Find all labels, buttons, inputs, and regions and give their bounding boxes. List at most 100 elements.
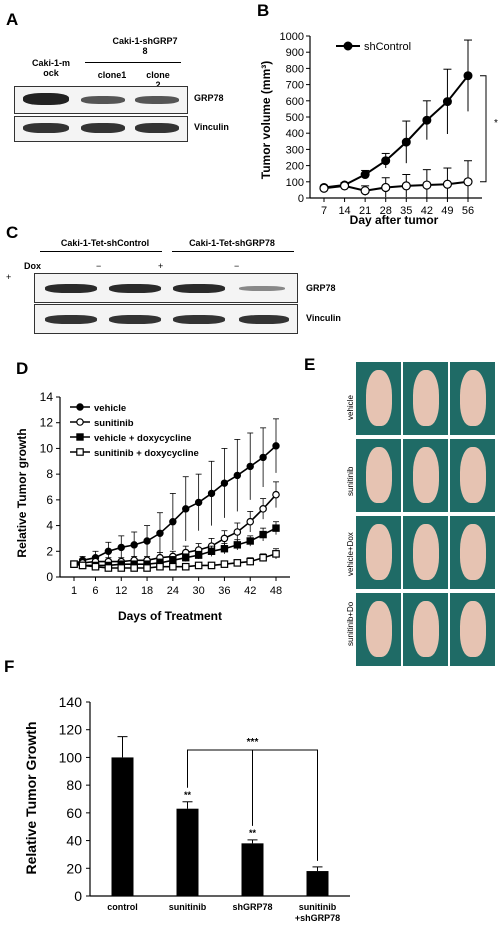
x-tick-label: 42 (421, 205, 433, 217)
data-point (442, 179, 453, 189)
y-tick-label: 14 (40, 390, 54, 404)
lane-label-clone2: clone 2 (146, 70, 170, 90)
data-point (246, 517, 255, 526)
chart-f: Relative Tumor Growth 0 20 40 60 80 100 120 140… (23, 694, 350, 923)
data-point (233, 541, 242, 549)
x-tick-label: 35 (400, 205, 412, 217)
y-tick-label: 140 (59, 694, 83, 710)
mouse-body (413, 370, 439, 426)
panel-label-e: E (304, 355, 316, 374)
y-tick-label: 0 (46, 570, 53, 584)
data-point (463, 177, 473, 187)
data-point (401, 137, 411, 147)
y-tick-label: 500 (286, 112, 304, 124)
bar (111, 757, 134, 896)
data-point (422, 115, 432, 125)
data-point (220, 560, 229, 568)
y-tick-label: 6 (46, 493, 53, 507)
x-tick-label: 56 (462, 205, 474, 217)
y-tick-label: 40 (66, 833, 82, 849)
data-point (104, 547, 113, 555)
data-point (76, 403, 84, 411)
x-tick-label: 36 (218, 585, 230, 597)
data-point (182, 554, 190, 562)
dox-plus: + (158, 261, 164, 271)
y-tick-label: 60 (66, 805, 82, 821)
x-tick-label: 48 (270, 585, 282, 597)
data-point (169, 562, 177, 571)
data-point (143, 537, 151, 545)
row-label-vinculin: Vinculin (306, 313, 341, 323)
band (23, 93, 69, 105)
legend-label: vehicle + doxycycline (94, 433, 191, 444)
y-tick-label: 200 (286, 161, 304, 173)
y-tick-label: 120 (59, 722, 83, 738)
mouse-body (460, 601, 486, 657)
data-point (259, 505, 267, 513)
data-point (220, 479, 229, 487)
data-point (272, 442, 280, 450)
y-tick-label: 700 (286, 80, 304, 92)
data-point (401, 181, 411, 191)
mouse-body (366, 370, 392, 426)
panel-label-d: D (16, 359, 29, 378)
data-point (233, 559, 242, 567)
significance-bracket (480, 75, 487, 183)
x-tick-label: 24 (167, 585, 179, 597)
x-tick-label: 6 (92, 585, 98, 597)
mouse-photo (450, 439, 495, 512)
mouse-photo (403, 439, 448, 512)
blot-grp78 (14, 86, 188, 114)
data-point (220, 545, 229, 553)
y-tick-label: 100 (59, 749, 83, 765)
data-point (91, 562, 100, 571)
data-point (207, 547, 216, 555)
data-point (233, 471, 242, 480)
data-point (143, 564, 151, 572)
row-label-grp78: GRP78 (306, 283, 336, 293)
y-tick-label: 80 (66, 777, 82, 793)
mouse-photo (356, 516, 401, 589)
band (135, 96, 179, 104)
y-tick-label: 4 (46, 519, 53, 533)
data-point (319, 183, 329, 193)
dox-plus: + (6, 272, 12, 282)
row-label-sunitinib-dox: sunitinib+Do (346, 601, 355, 646)
data-point (343, 41, 353, 51)
mouse-photo (403, 362, 448, 435)
x-tick-label: 30 (193, 585, 205, 597)
group-label-shcontrol: Caki-1-Tet-shControl (60, 238, 150, 248)
band (173, 315, 225, 324)
significance-star: * (494, 118, 498, 129)
data-point (360, 170, 370, 180)
bar (241, 843, 264, 896)
mouse-body (460, 524, 486, 580)
mouse-body (413, 524, 439, 580)
mouse-body (413, 601, 439, 657)
bar (176, 808, 199, 896)
row-label-sunitinib: sunitinib (346, 466, 355, 496)
mouse-body (366, 601, 392, 657)
x-tick-label: 14 (338, 205, 350, 217)
significance-label: ** (184, 790, 192, 800)
mouse-body (460, 370, 486, 426)
band (239, 286, 285, 291)
mouse-body (460, 447, 486, 503)
data-point (194, 498, 203, 507)
y-tick-label: 900 (286, 47, 304, 59)
row-label-grp78: GRP78 (194, 93, 224, 103)
data-point (246, 557, 255, 566)
dox-label: Dox (24, 261, 42, 271)
x-tick-label: 18 (141, 585, 153, 597)
lane-label-clone1: clone1 (97, 70, 127, 80)
panel-label-f: F (4, 657, 15, 676)
mouse-photo (403, 593, 448, 666)
mouse-body (366, 447, 392, 503)
data-point (117, 564, 126, 572)
data-point (76, 433, 84, 441)
x-tick-label: 7 (321, 205, 327, 217)
significance-label: *** (247, 737, 259, 748)
data-point (182, 505, 190, 513)
data-point (422, 180, 432, 190)
mouse-photo (356, 362, 401, 435)
